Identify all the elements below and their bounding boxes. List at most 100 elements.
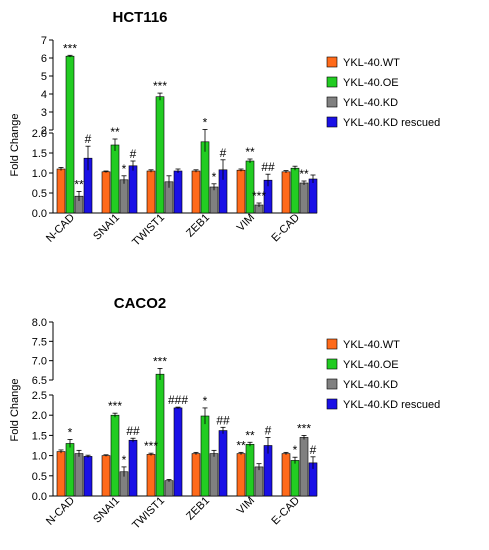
significance-label: # bbox=[265, 423, 272, 437]
category-label: ZEB1 bbox=[184, 495, 212, 523]
y-axis-label: Fold Change bbox=[9, 114, 21, 177]
y-tick-label: 8.0 bbox=[32, 317, 47, 329]
legend-swatch bbox=[326, 56, 338, 68]
bar bbox=[101, 171, 111, 214]
significance-label: *** bbox=[144, 439, 158, 453]
bar bbox=[56, 168, 66, 214]
y-tick-label: 7.0 bbox=[32, 356, 47, 368]
bar bbox=[146, 454, 156, 497]
legend-label: YKL-40.WT bbox=[343, 339, 400, 351]
bar bbox=[218, 430, 228, 497]
significance-label: *** bbox=[153, 354, 167, 368]
category-label: VIM bbox=[235, 495, 257, 517]
y-tick-label: 6.5 bbox=[32, 375, 47, 387]
bar bbox=[290, 460, 300, 497]
bar bbox=[281, 171, 291, 214]
category-label: VIM bbox=[235, 212, 257, 234]
significance-label: # bbox=[310, 443, 317, 457]
y-tick-label: 0.0 bbox=[32, 491, 47, 503]
significance-label: *** bbox=[108, 399, 122, 413]
legend-swatch bbox=[326, 378, 338, 390]
category-label: SNAI1 bbox=[91, 212, 122, 243]
significance-label: ## bbox=[261, 160, 275, 174]
y-tick-label: 0.5 bbox=[32, 471, 47, 483]
significance-label: ## bbox=[216, 413, 230, 427]
bar bbox=[110, 144, 120, 214]
category-label: N-CAD bbox=[44, 495, 77, 528]
category-label: TWIST1 bbox=[130, 495, 167, 532]
category-label: SNAI1 bbox=[91, 495, 122, 526]
significance-label: ** bbox=[299, 167, 309, 181]
significance-label: # bbox=[85, 132, 92, 146]
legend-swatch bbox=[326, 338, 338, 350]
y-tick-label: 2 bbox=[41, 125, 47, 137]
significance-label: * bbox=[68, 425, 73, 439]
significance-label: ** bbox=[245, 145, 255, 159]
y-tick-label: 3 bbox=[41, 107, 47, 119]
significance-label: *** bbox=[252, 189, 266, 203]
significance-label: *** bbox=[63, 41, 77, 55]
y-tick-label: 1.0 bbox=[32, 168, 47, 180]
bar bbox=[74, 453, 84, 497]
legend-label: YKL-40.OE bbox=[343, 359, 399, 371]
significance-label: ** bbox=[245, 428, 255, 442]
bar bbox=[308, 178, 318, 214]
y-axis-label: Fold Change bbox=[9, 379, 21, 442]
category-label: ZEB1 bbox=[184, 212, 212, 240]
legend-label: YKL-40.KD rescued bbox=[343, 117, 440, 129]
significance-label: ## bbox=[126, 424, 140, 438]
bar bbox=[200, 415, 210, 497]
significance-label: ### bbox=[168, 393, 188, 407]
bar bbox=[236, 169, 246, 214]
y-tick-label: 1.5 bbox=[32, 148, 47, 160]
bar bbox=[209, 186, 219, 214]
bar bbox=[173, 407, 183, 497]
significance-label: # bbox=[130, 147, 137, 161]
legend-label: YKL-40.OE bbox=[343, 77, 399, 89]
bar bbox=[155, 96, 165, 214]
y-tick-label: 7.5 bbox=[32, 336, 47, 348]
y-tick-label: 4 bbox=[41, 89, 47, 101]
bar bbox=[65, 443, 75, 497]
y-tick-label: 2.0 bbox=[32, 128, 47, 140]
legend-swatch bbox=[326, 398, 338, 410]
chart-title: CACO2 bbox=[114, 295, 167, 312]
legend-swatch bbox=[326, 76, 338, 88]
bar bbox=[299, 437, 309, 497]
y-tick-label: 6 bbox=[41, 53, 47, 65]
y-tick-label: 1.0 bbox=[32, 451, 47, 463]
bar bbox=[299, 182, 309, 214]
bar bbox=[146, 170, 156, 214]
y-tick-label: 1.5 bbox=[32, 430, 47, 442]
significance-label: * bbox=[122, 453, 127, 467]
significance-label: *** bbox=[153, 79, 167, 93]
bar bbox=[245, 443, 255, 497]
category-label: E-CAD bbox=[269, 212, 302, 245]
y-tick-label: 0.0 bbox=[32, 208, 47, 220]
bar bbox=[128, 165, 138, 214]
legend-swatch bbox=[326, 358, 338, 370]
significance-label: ** bbox=[110, 125, 120, 139]
bar bbox=[245, 160, 255, 214]
significance-label: * bbox=[122, 162, 127, 176]
bar bbox=[191, 453, 201, 497]
significance-label: * bbox=[293, 443, 298, 457]
legend-label: YKL-40.WT bbox=[343, 57, 400, 69]
bar bbox=[101, 455, 111, 497]
legend-swatch bbox=[326, 96, 338, 108]
bar bbox=[254, 466, 264, 497]
significance-label: *** bbox=[297, 421, 311, 435]
significance-label: * bbox=[203, 394, 208, 408]
bar bbox=[56, 451, 66, 497]
bar bbox=[236, 453, 246, 497]
category-label: E-CAD bbox=[269, 495, 302, 528]
bar bbox=[173, 170, 183, 214]
bar bbox=[65, 55, 75, 214]
significance-label: * bbox=[203, 115, 208, 129]
legend-label: YKL-40.KD bbox=[343, 97, 398, 109]
bar bbox=[110, 414, 120, 497]
chart-panel-0: HCT116 Fold Change 0.0 0.5 1.0 1.5 2.02 3 4 5 6 7 N-… bbox=[9, 9, 440, 249]
legend-swatch bbox=[326, 116, 338, 128]
significance-label: # bbox=[220, 146, 227, 160]
